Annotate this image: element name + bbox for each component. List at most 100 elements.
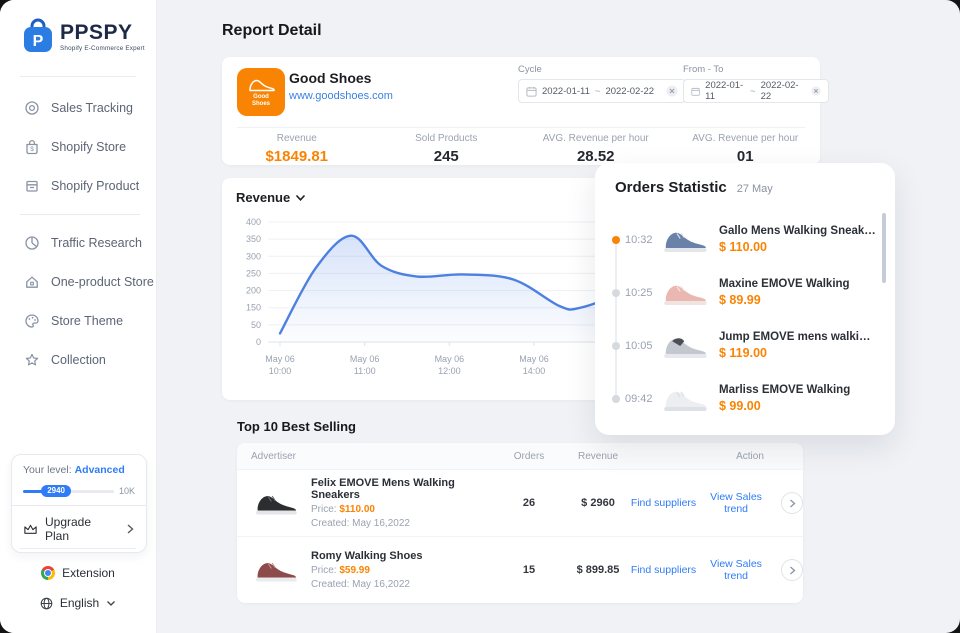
best-selling-title: Top 10 Best Selling (237, 419, 356, 434)
sidebar-item-collection[interactable]: Collection (0, 340, 156, 379)
sidebar: P PPSPY Shopify E-Commerce Expert Sales … (0, 0, 156, 633)
extension-link[interactable]: Extension (0, 566, 156, 580)
level-card: Your level: Advanced 2940 10K Upgrade Pl… (11, 454, 147, 553)
advertiser-cell: Romy Walking Shoes Price: $59.99 Created… (237, 550, 492, 590)
view-sales-trend-link[interactable]: View Sales trend (710, 558, 762, 582)
date-start: 2022-01-11 (705, 80, 744, 102)
sidebar-item-shopify-product[interactable]: Shopify Product (0, 166, 156, 205)
from-to-date-range-input[interactable]: 2022-01-11 ~ 2022-02-22 (683, 79, 829, 103)
orders-statistic-panel: Orders Statistic 27 May 10:32 Gallo Mens… (595, 163, 895, 435)
find-suppliers-link[interactable]: Find suppliers (630, 497, 697, 509)
brand-logo[interactable]: P PPSPY Shopify E-Commerce Expert (22, 18, 145, 54)
table-row: Felix EMOVE Mens Walking Sneakers Price:… (237, 470, 803, 536)
stat-sold-products: Sold Products 245 (372, 133, 522, 165)
order-price: $ 110.00 (719, 240, 767, 254)
orders-value: 26 (522, 497, 536, 509)
timeline-dot (612, 394, 620, 403)
date-separator: ~ (750, 85, 756, 97)
brand-tagline: Shopify E-Commerce Expert (60, 45, 145, 52)
product-box-icon (26, 180, 38, 192)
date-end: 2022-02-22 (605, 85, 655, 97)
language-label: English (59, 596, 100, 610)
upgrade-plan-button[interactable]: Upgrade Plan (12, 505, 146, 552)
language-selector[interactable]: English (0, 596, 156, 610)
orders-panel-title: Orders Statistic (615, 179, 727, 196)
chevron-right-icon (127, 524, 134, 534)
sidebar-item-shopify-store[interactable]: $ Shopify Store (0, 127, 156, 166)
product-image (664, 231, 707, 252)
order-product-name: Marliss EMOVE Walking (719, 384, 851, 396)
globe-icon (40, 597, 53, 609)
expand-row-button[interactable] (781, 492, 803, 514)
upgrade-plan-label: Upgrade Plan (45, 515, 92, 543)
product-price: Price: $59.99 (311, 565, 370, 576)
sidebar-item-label: Store Theme (51, 313, 124, 328)
expand-row-button[interactable] (781, 559, 803, 581)
store-name: Good Shoes (289, 70, 372, 86)
store-bag-icon: $ (26, 139, 38, 154)
stat-avg-revenue-hour-2-value: 01 (736, 148, 754, 165)
product-image (256, 495, 297, 515)
svg-text:250: 250 (246, 268, 261, 278)
date-end: 2022-02-22 (760, 80, 799, 102)
order-item[interactable]: 10:32 Gallo Mens Walking Sneakers... $ 1… (595, 213, 895, 266)
clear-icon[interactable] (666, 85, 678, 97)
product-image (256, 562, 297, 582)
store-url-link[interactable]: www.goodshoes.com (289, 90, 393, 102)
view-sales-trend-link[interactable]: View Sales trend (710, 491, 762, 515)
clear-icon[interactable] (811, 85, 821, 97)
sidebar-item-sales-tracking[interactable]: Sales Tracking (0, 88, 156, 127)
chart-metric-selector[interactable]: Revenue (236, 190, 306, 205)
order-product-name: Maxine EMOVE Walking (719, 278, 850, 290)
sidebar-item-label: Traffic Research (51, 235, 143, 250)
target-icon (25, 100, 39, 115)
extension-label: Extension (62, 566, 115, 580)
svg-text:$: $ (30, 146, 34, 153)
column-orders: Orders (513, 450, 545, 462)
timeline-dot (612, 288, 620, 297)
chevron-down-icon (107, 600, 116, 606)
product-name: Romy Walking Shoes (311, 550, 423, 562)
product-image (664, 390, 707, 411)
sidebar-item-label: Sales Tracking (51, 100, 133, 115)
order-time: 09:42 (625, 392, 653, 405)
order-price: $ 99.00 (719, 399, 761, 413)
stat-avg-revenue-hour-value: 28.52 (576, 148, 615, 165)
divider (0, 205, 156, 223)
progress-max-label: 10K (118, 486, 135, 496)
cycle-group: Cycle 2022-01-11 ~ 2022-02-22 (518, 64, 686, 103)
from-to-group: From - To 2022-01-11 ~ 2022-02-22 (683, 64, 829, 103)
svg-text:0: 0 (256, 337, 261, 347)
scrollbar-thumb[interactable] (882, 213, 886, 283)
svg-text:50: 50 (251, 320, 261, 330)
palette-icon (25, 313, 39, 328)
stat-avg-revenue-hour: AVG. Revenue per hour 28.52 (521, 133, 671, 165)
product-name: Felix EMOVE Mens Walking Sneakers (311, 477, 455, 501)
order-item[interactable]: 09:42 Marliss EMOVE Walking $ 99.00 (595, 372, 895, 425)
from-to-label: From - To (683, 64, 724, 75)
column-action: Action (736, 450, 764, 462)
sidebar-item-store-theme[interactable]: Store Theme (0, 301, 156, 340)
sidebar-item-traffic-research[interactable]: Traffic Research (0, 223, 156, 262)
stat-sold-products-value: 245 (433, 148, 459, 165)
order-item[interactable]: 10:25 Maxine EMOVE Walking $ 89.99 (595, 266, 895, 319)
action-cell: View Sales trend (697, 491, 803, 515)
cycle-date-range-input[interactable]: 2022-01-11 ~ 2022-02-22 (518, 79, 686, 103)
table-row: Romy Walking Shoes Price: $59.99 Created… (237, 536, 803, 603)
crown-icon (24, 524, 37, 534)
column-revenue: Revenue (577, 450, 619, 462)
order-item[interactable]: 10:05 Jump EMOVE mens walking s... $ 119… (595, 319, 895, 372)
find-suppliers-link[interactable]: Find suppliers (630, 564, 697, 576)
timeline-dot (612, 235, 620, 244)
date-start: 2022-01-11 (542, 85, 590, 97)
svg-text:150: 150 (246, 303, 261, 313)
chevron-down-icon (296, 194, 306, 201)
sidebar-item-label: One-product Store (51, 274, 154, 289)
sidebar-item-one-product-store[interactable]: One-product Store (0, 262, 156, 301)
home-icon (26, 275, 38, 288)
timeline-line (615, 239, 617, 401)
page-title: Report Detail (222, 22, 322, 39)
calendar-icon (526, 86, 537, 97)
